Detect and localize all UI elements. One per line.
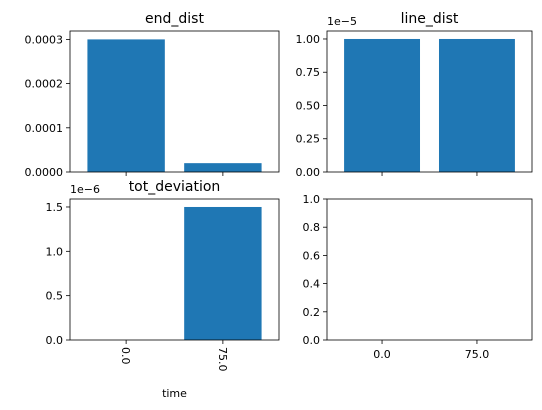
subplot-title: end_dist — [145, 11, 204, 27]
y-tick-label: 0.6 — [303, 249, 321, 262]
y-tick-label: 0.00 — [296, 166, 321, 179]
bar — [438, 38, 515, 172]
y-tick-label: 1.5 — [46, 201, 64, 214]
axes-frame — [69, 30, 280, 173]
y-tick-label: 0.75 — [296, 66, 321, 79]
y-tick-label: 0.25 — [296, 133, 321, 146]
x-tick-label: 0.0 — [119, 347, 132, 365]
offset-label: 1e−6 — [70, 183, 100, 196]
y-tick-label: 0.0003 — [25, 33, 64, 46]
axes-frame — [326, 30, 533, 173]
y-tick-label: 0.0002 — [25, 78, 64, 91]
y-tick-label: 0.0 — [303, 334, 321, 347]
bar — [344, 38, 421, 172]
axes-frame — [69, 198, 280, 341]
y-tick-label: 0.2 — [303, 306, 321, 319]
y-tick-label: 0.5 — [46, 290, 64, 303]
bar — [184, 206, 262, 340]
y-tick-label: 0.0000 — [25, 166, 64, 179]
offset-label: 1e−5 — [327, 15, 357, 28]
x-axis-label: time — [162, 387, 187, 400]
subplot-title: line_dist — [401, 11, 459, 27]
y-tick-label: 0.8 — [303, 221, 321, 234]
y-tick-label: 1.0 — [46, 245, 64, 258]
y-tick-label: 0.0 — [46, 334, 64, 347]
x-tick-label: 0.0 — [373, 348, 391, 361]
x-tick-label: 75.0 — [465, 348, 490, 361]
bar — [87, 39, 165, 173]
bar — [184, 163, 262, 172]
y-tick-label: 0.0001 — [25, 122, 64, 135]
y-tick-label: 1.00 — [296, 33, 321, 46]
subplot-title: tot_deviation — [129, 179, 221, 195]
y-tick-label: 0.50 — [296, 99, 321, 112]
y-tick-label: 0.4 — [303, 278, 321, 291]
axes-frame — [326, 198, 533, 341]
x-tick-label: 75.0 — [216, 347, 229, 372]
y-tick-label: 1.0 — [303, 193, 321, 206]
